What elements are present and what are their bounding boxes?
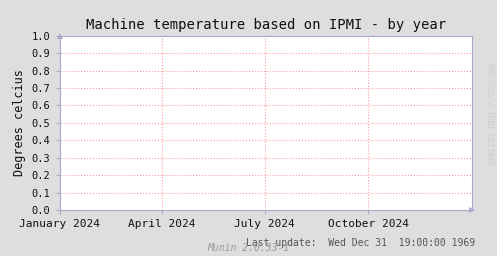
Text: Munin 2.0.33-1: Munin 2.0.33-1 [207, 243, 290, 253]
Title: Machine temperature based on IPMI - by year: Machine temperature based on IPMI - by y… [86, 18, 446, 32]
Text: RRDTOOL / TOBI OETIKER: RRDTOOL / TOBI OETIKER [486, 64, 495, 166]
Text: Last update:  Wed Dec 31  19:00:00 1969: Last update: Wed Dec 31 19:00:00 1969 [246, 238, 475, 248]
Y-axis label: Degrees celcius: Degrees celcius [13, 69, 26, 176]
